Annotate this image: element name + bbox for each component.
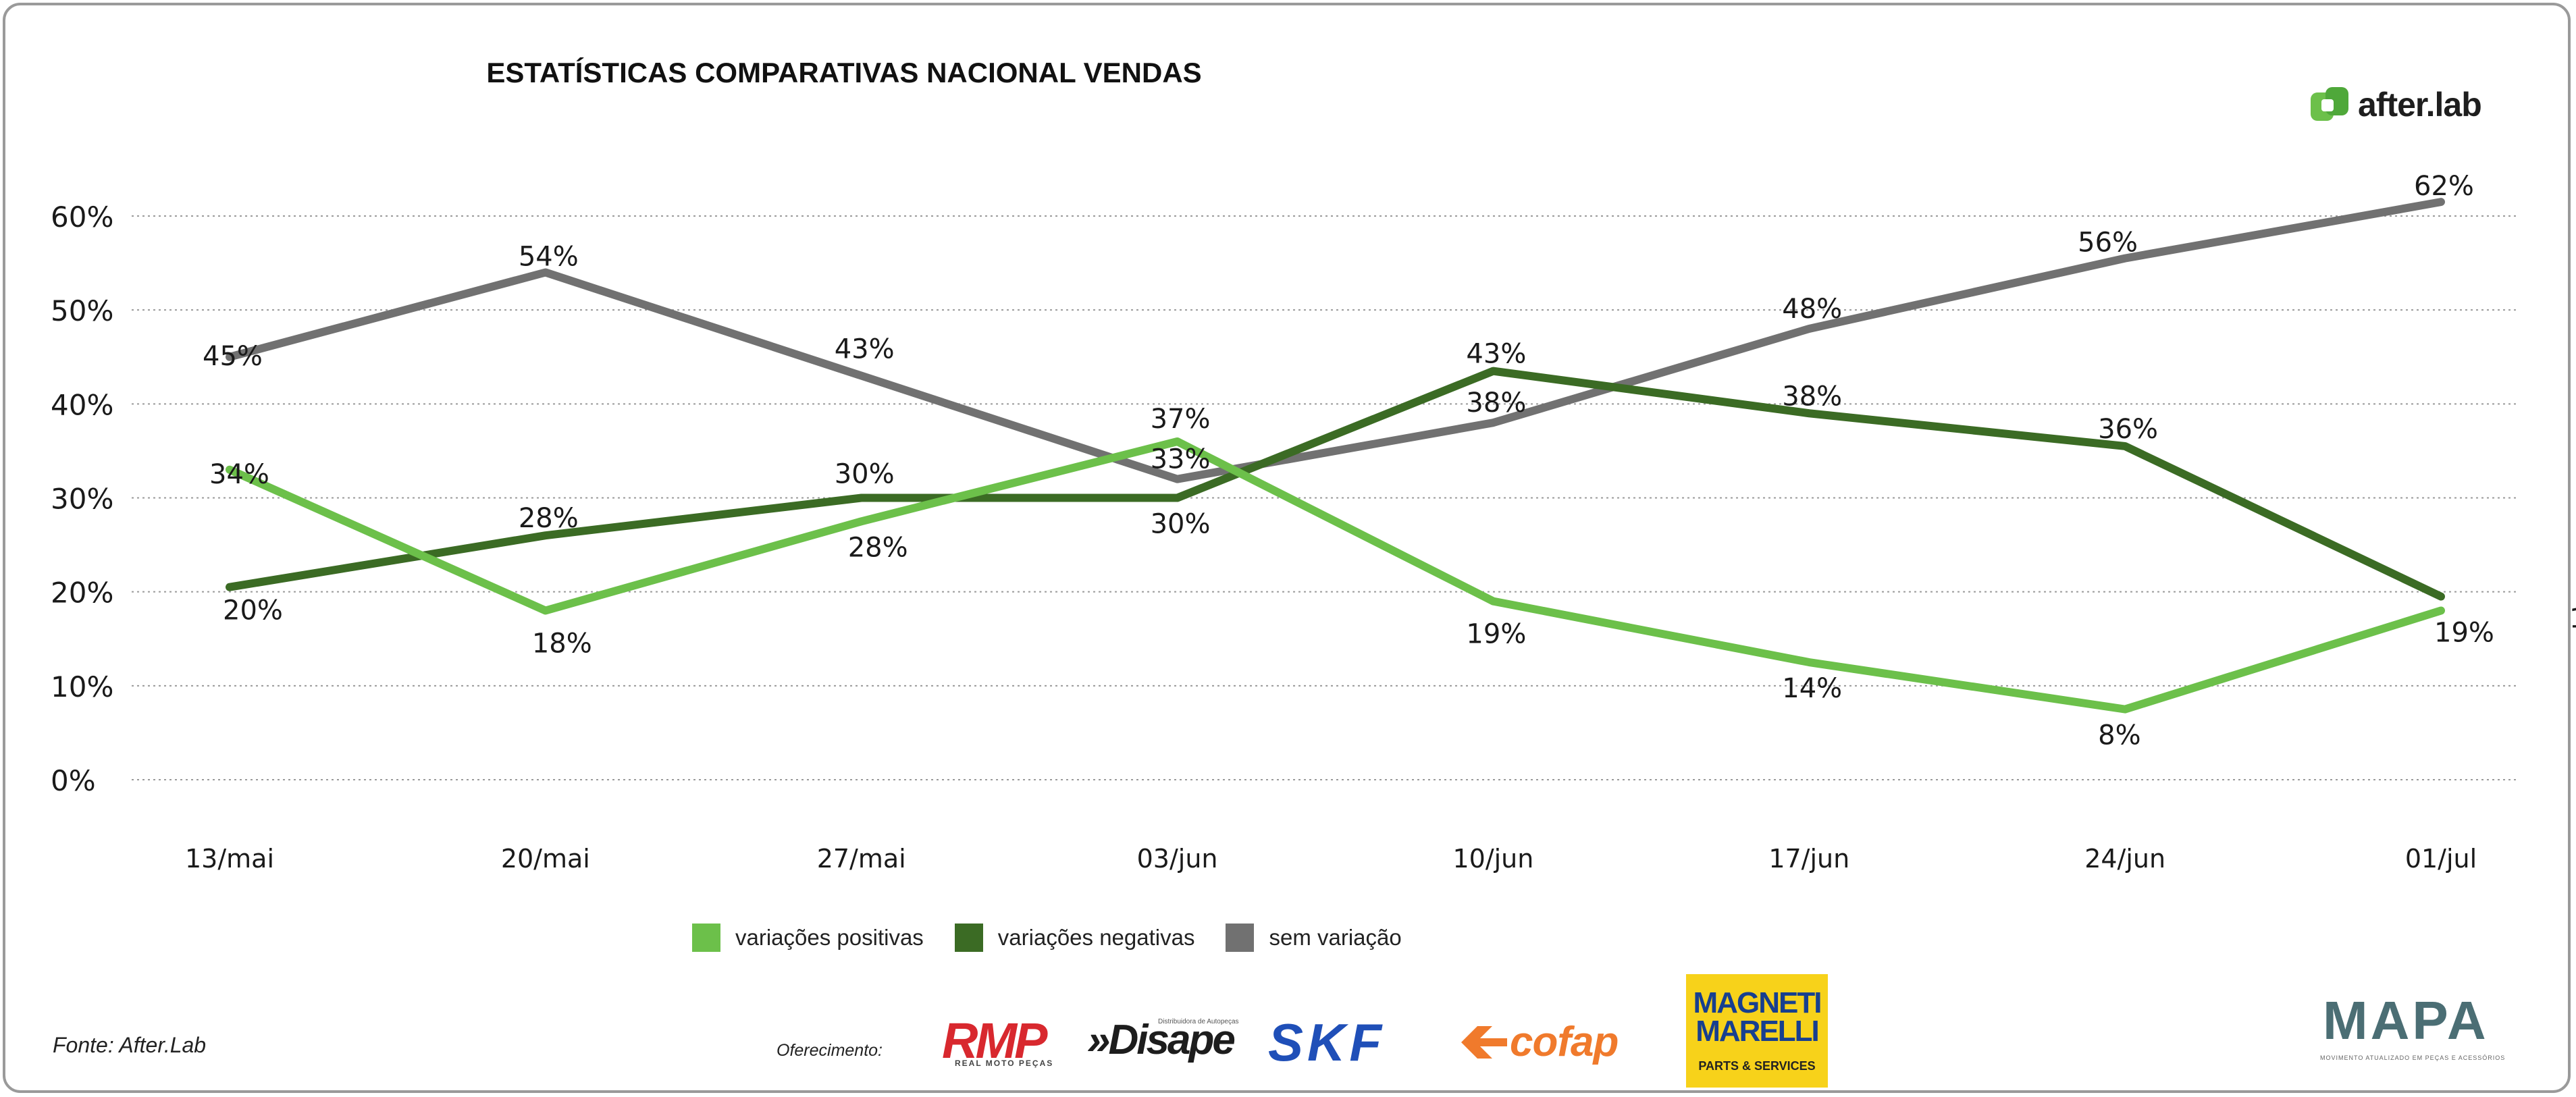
legend-item-positive: variações positivas xyxy=(692,924,924,952)
data-label: 28% xyxy=(848,532,908,563)
data-label: 18% xyxy=(532,628,592,660)
data-label: 30% xyxy=(835,459,895,490)
data-label: 20% xyxy=(223,595,283,626)
disape-logo: »Disape xyxy=(1087,1017,1236,1063)
x-tick-label: 17/jun xyxy=(1768,844,1849,874)
data-label: 19% xyxy=(1466,619,1526,650)
legend-item-no-change: sem variação xyxy=(1226,924,1402,952)
legend-label-negative: variações negativas xyxy=(997,925,1195,950)
cofap-logo: cofap xyxy=(1457,1019,1619,1065)
data-label: 34% xyxy=(209,459,269,490)
y-tick-label: 40% xyxy=(51,388,113,421)
data-labels: 34% 18% 28% 37% 19% 14% 8% 19% 20% 28% 30% 30% 43% 38… xyxy=(203,171,2576,751)
y-tick-label: 10% xyxy=(51,670,113,703)
x-tick-label: 03/jun xyxy=(1137,844,1218,874)
y-tick-label: 50% xyxy=(51,294,113,327)
x-tick-label: 10/jun xyxy=(1452,844,1533,874)
chart-legend: variações positivas variações negativas … xyxy=(692,924,1433,952)
y-tick-label: 0% xyxy=(51,764,96,797)
brand-logo: after.lab xyxy=(2309,85,2482,124)
series-line-1 xyxy=(226,367,2445,601)
data-label: 43% xyxy=(1466,339,1526,370)
legend-label-positive: variações positivas xyxy=(735,925,924,950)
brand-name: after.lab xyxy=(2358,86,2482,124)
data-label: 45% xyxy=(203,341,263,372)
x-tick-label: 27/mai xyxy=(817,844,906,874)
rmp-logo: RMP xyxy=(942,1013,1047,1069)
data-label: 38% xyxy=(1782,381,1842,412)
legend-swatch-positive xyxy=(692,924,720,952)
x-tick-label: 01/jul xyxy=(2405,844,2477,874)
y-tick-label: 20% xyxy=(51,577,113,610)
axis-labels: 0% 10% 20% 30% 40% 50% 60% 13/mai 20/mai 27/mai 03… xyxy=(51,200,2477,874)
chart-frame xyxy=(3,3,2571,1093)
data-label: 56% xyxy=(2078,228,2138,259)
magneti-marelli-subtitle: PARTS & SERVICES xyxy=(1698,1059,1816,1073)
data-label: 19% xyxy=(2569,604,2576,635)
data-label: 14% xyxy=(1782,673,1842,704)
after-lab-logo-icon xyxy=(2309,86,2351,124)
data-label: 54% xyxy=(519,242,579,273)
y-tick-label: 30% xyxy=(51,483,113,516)
source-note: Fonte: After.Lab xyxy=(53,1033,207,1057)
data-label: 30% xyxy=(1151,509,1211,540)
data-label: 19% xyxy=(2434,618,2494,649)
data-label: 36% xyxy=(2098,414,2158,445)
data-label: 48% xyxy=(1782,294,1842,325)
magneti-marelli-name: MAGNETI MARELLI xyxy=(1693,986,1822,1048)
data-label: 28% xyxy=(519,503,579,534)
series-line-0 xyxy=(226,437,2445,714)
data-label: 62% xyxy=(2414,171,2474,202)
data-label: 37% xyxy=(1151,404,1211,435)
x-tick-label: 20/mai xyxy=(501,844,590,874)
magneti-marelli-logo: MAGNETI MARELLI PARTS & SERVICES xyxy=(1686,974,1828,1088)
legend-label-no-change: sem variação xyxy=(1269,925,1402,950)
data-label: 43% xyxy=(835,334,895,365)
data-label: 38% xyxy=(1466,387,1526,419)
chart-title: ESTATÍSTICAS COMPARATIVAS NACIONAL VENDA… xyxy=(486,57,1202,88)
series-lines xyxy=(226,198,2445,714)
cofap-logo-text: cofap xyxy=(1510,1019,1619,1065)
data-label: 8% xyxy=(2098,720,2140,751)
mapa-logo: MAPA xyxy=(2323,990,2489,1050)
y-tick-label: 60% xyxy=(51,200,113,234)
grid-lines xyxy=(132,215,2519,780)
skf-logo: SKF xyxy=(1268,1013,1386,1072)
disape-logo-subtitle: Distribuidora de Autopeças xyxy=(1158,1018,1239,1025)
x-tick-label: 24/jun xyxy=(2084,844,2165,874)
mapa-logo-subtitle: MOVIMENTO ATUALIZADO EM PEÇAS E ACESSÓRI… xyxy=(2320,1054,2506,1061)
x-tick-label: 13/mai xyxy=(185,844,274,874)
legend-swatch-no-change xyxy=(1226,924,1255,952)
rmp-logo-subtitle: REAL MOTO PEÇAS xyxy=(955,1059,1054,1068)
sponsor-label: Oferecimento: xyxy=(777,1041,883,1060)
legend-swatch-negative xyxy=(954,924,983,952)
series-line-2 xyxy=(226,198,2445,483)
cofap-chevron-icon xyxy=(1461,1026,1507,1059)
legend-item-negative: variações negativas xyxy=(954,924,1195,952)
data-label: 33% xyxy=(1151,444,1211,475)
